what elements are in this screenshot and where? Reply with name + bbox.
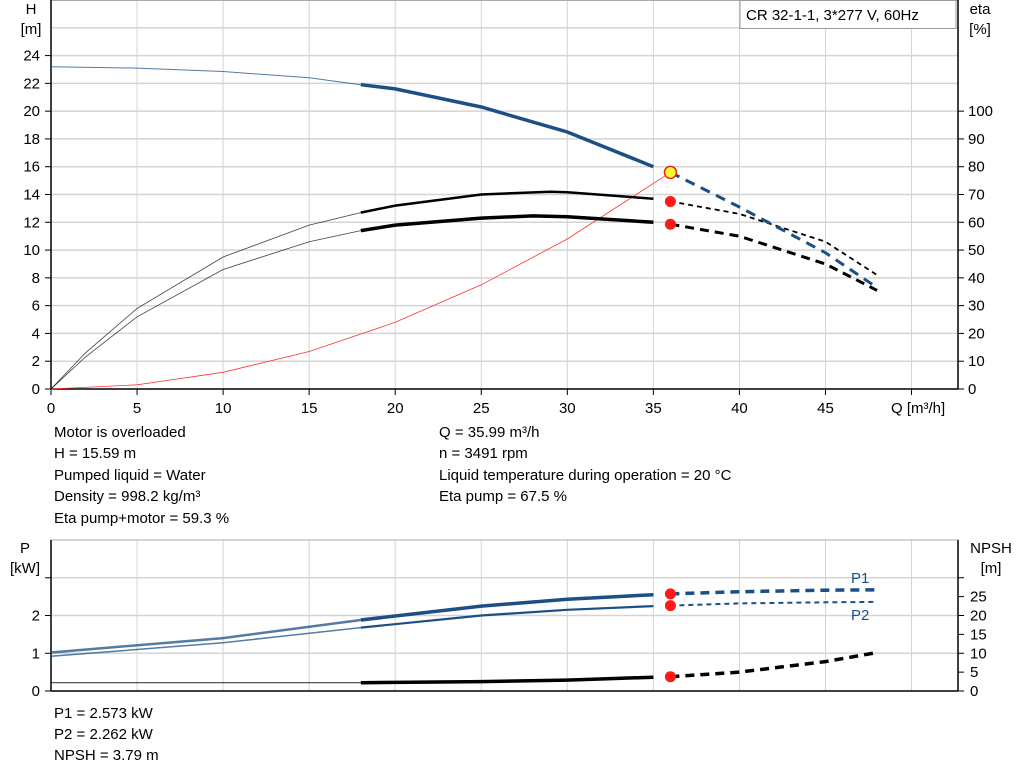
y-axis-label: H	[26, 1, 37, 18]
p1-duty-point	[664, 588, 676, 600]
y-tick-label-right: 70	[968, 187, 985, 204]
head-curve-outside-range	[50, 66, 361, 86]
y-tick-label: 1	[32, 645, 40, 662]
y-tick-label-right: 30	[968, 298, 985, 315]
npsh-curve-extrapolated	[670, 650, 878, 679]
p2-curve	[360, 605, 654, 629]
eta-pump-motor-curve-outside-range	[50, 230, 361, 390]
y-axis-right-label: eta	[970, 1, 992, 18]
y-tick-label: 22	[23, 75, 40, 92]
y-tick-label-right: 5	[970, 664, 978, 681]
info-text: Density = 998.2 kg/m³	[54, 488, 201, 505]
x-tick-label: 15	[301, 400, 318, 417]
x-tick-label: 5	[133, 400, 141, 417]
y-tick-label-right: 10	[968, 353, 985, 370]
p2-curve-extrapolated	[670, 600, 878, 607]
y-tick-label: 20	[23, 103, 40, 120]
info-text: P2 = 2.262 kW	[54, 726, 153, 743]
y-tick-label-right: 25	[970, 589, 987, 606]
y-tick-label-right: 100	[968, 103, 993, 120]
y-tick-label-right: 0	[968, 381, 976, 398]
p1-curve-outside-range	[50, 618, 361, 654]
info-text: P1 = 2.573 kW	[54, 705, 153, 722]
eta-pump-curve	[360, 190, 654, 214]
p2-duty-point	[664, 600, 676, 612]
y-tick-label: 6	[32, 298, 40, 315]
y-tick-label: 2	[32, 608, 40, 625]
y-tick-label: 0	[32, 683, 40, 700]
npsh-curve	[360, 675, 654, 685]
info-text: Q = 35.99 m³/h	[439, 424, 540, 441]
eta-pump-curve-outside-range	[50, 212, 361, 390]
x-tick-label: 0	[47, 400, 55, 417]
x-axis-label: Q [m³/h]	[891, 400, 945, 417]
eta-pump-curve-extrapolated	[670, 200, 878, 276]
y-tick-label-right: 90	[968, 131, 985, 148]
p2-series-label: P2	[851, 607, 869, 624]
info-text: Motor is overloaded	[54, 424, 186, 441]
y-axis-right-label: NPSH	[970, 540, 1012, 557]
x-tick-label: 45	[817, 400, 834, 417]
y-tick-label-right: 60	[968, 214, 985, 231]
info-text: Liquid temperature during operation = 20…	[439, 467, 732, 484]
head-curve-extrapolated	[669, 171, 878, 289]
x-tick-label: 10	[215, 400, 232, 417]
y-tick-label-right: 50	[968, 242, 985, 259]
info-text: Pumped liquid = Water	[54, 467, 206, 484]
npsh-duty-point	[664, 671, 676, 683]
x-tick-label: 30	[559, 400, 576, 417]
eta-pump-motor-curve	[360, 214, 654, 233]
y-tick-label-right: 0	[970, 683, 978, 700]
y-axis-right-unit: [m]	[981, 560, 1002, 577]
p1-curve-extrapolated	[670, 588, 878, 596]
head-curve	[360, 82, 655, 169]
y-tick-label: 4	[32, 325, 40, 342]
y-tick-label-right: 10	[970, 645, 987, 662]
p2-curve-outside-range	[50, 626, 361, 658]
y-tick-label: 14	[23, 187, 40, 204]
y-tick-label-right: 40	[968, 270, 985, 287]
p1-curve	[360, 592, 654, 622]
eta-pump-motor-curve-extrapolated	[670, 222, 878, 292]
info-text: Eta pump+motor = 59.3 %	[54, 510, 230, 527]
chart-title: CR 32-1-1, 3*277 V, 60Hz	[746, 7, 919, 24]
y-tick-label: 0	[32, 381, 40, 398]
y-tick-label-right: 15	[970, 626, 987, 643]
y-axis-label: P	[20, 540, 30, 557]
duty-point	[663, 165, 678, 180]
info-text: Eta pump = 67.5 %	[439, 488, 567, 505]
system-curve	[50, 172, 671, 390]
x-tick-label: 25	[473, 400, 490, 417]
eta-pump-duty-point	[664, 195, 676, 207]
y-tick-label: 16	[23, 159, 40, 176]
y-tick-label: 2	[32, 353, 40, 370]
y-tick-label: 10	[23, 242, 40, 259]
info-text: n = 3491 rpm	[439, 445, 528, 462]
y-axis-unit: [m]	[21, 21, 42, 38]
info-text: NPSH = 3.79 m	[54, 747, 159, 764]
x-tick-label: 40	[731, 400, 748, 417]
y-tick-label: 18	[23, 131, 40, 148]
y-tick-label-right: 20	[968, 325, 985, 342]
y-axis-right-unit: [%]	[969, 21, 991, 38]
legend-box	[739, 0, 957, 29]
y-tick-label-right: 20	[970, 608, 987, 625]
x-tick-label: 20	[387, 400, 404, 417]
y-tick-label: 24	[23, 48, 40, 65]
y-axis-unit: [kW]	[10, 560, 40, 577]
p1-series-label: P1	[851, 570, 869, 587]
y-tick-label: 12	[23, 214, 40, 231]
y-tick-label-right: 80	[968, 159, 985, 176]
y-tick-label: 8	[32, 270, 40, 287]
info-text: H = 15.59 m	[54, 445, 137, 462]
x-tick-label: 35	[645, 400, 662, 417]
eta-pump-motor-duty-point	[664, 218, 676, 230]
